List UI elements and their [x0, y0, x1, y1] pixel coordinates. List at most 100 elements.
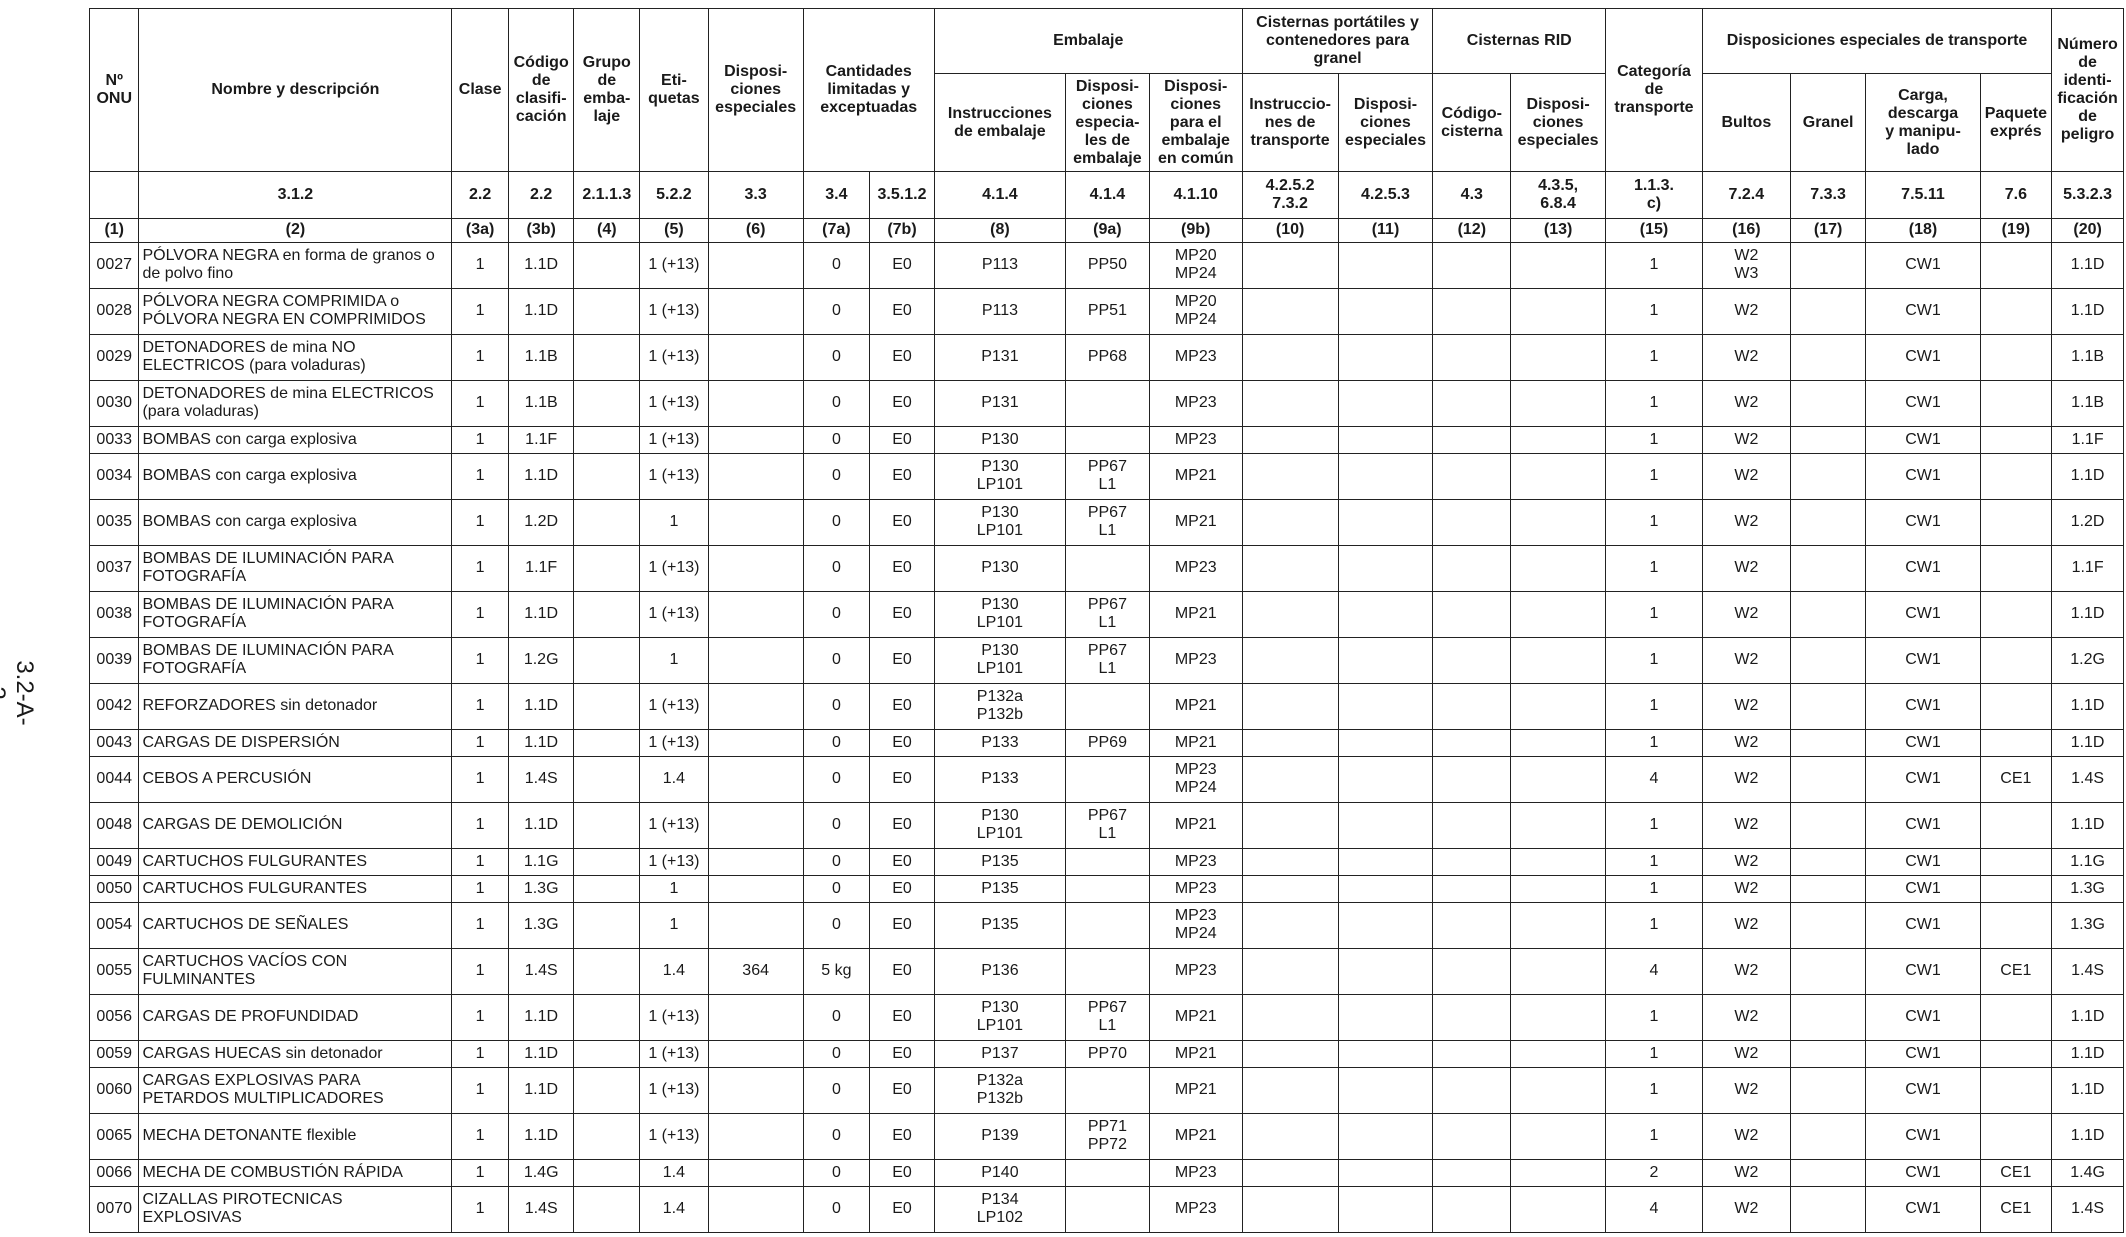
table-cell [1789, 636, 1867, 684]
table-cell: CW1 [1865, 1158, 1981, 1187]
table-cell [1510, 452, 1607, 500]
header-categoria: Categoría de transporte [1605, 8, 1703, 172]
table-cell: P133 [933, 728, 1067, 757]
table-cell: MP23 [1148, 425, 1243, 454]
table-cell: P140 [933, 1158, 1067, 1187]
table-cell: 0038 [88, 590, 140, 638]
table-cell [1241, 1112, 1339, 1160]
table-cell: 1 [1605, 874, 1703, 903]
table-cell: CARTUCHOS FULGURANTES [138, 874, 453, 903]
table-cell [1337, 333, 1434, 381]
table-cell: 1.1F [507, 425, 575, 454]
table-cell: 1.4S [2051, 755, 2124, 803]
table-cell: (3a) [451, 217, 509, 244]
table-cell: MP21 [1148, 498, 1243, 546]
table-cell: 0042 [88, 682, 140, 730]
table-cell: 0 [802, 801, 871, 849]
table-cell [88, 171, 140, 219]
table-cell: E0 [869, 1112, 935, 1160]
table-cell [1241, 874, 1339, 903]
table-cell: P130 LP101 [933, 636, 1067, 684]
table-row: 0056 CARGAS DE PROFUNDIDAD 1 1.1D 1 (+13) 0 E0… [88, 993, 2124, 1041]
table-cell: 1 (+13) [639, 993, 709, 1041]
table-cell: E0 [869, 242, 935, 289]
table-cell: CW1 [1865, 333, 1981, 381]
table-cell: (5) [639, 217, 709, 244]
table-cell: 7.2.4 [1701, 171, 1791, 219]
table-cell: P130 LP101 [933, 498, 1067, 546]
table-cell: (7b) [869, 217, 935, 244]
table-cell: E0 [869, 287, 935, 335]
table-cell: 4.2.5.2 7.3.2 [1241, 171, 1339, 219]
table-cell [1065, 1066, 1150, 1114]
table-cell: 1 [451, 1158, 509, 1187]
table-cell: 0054 [88, 901, 140, 949]
table-cell: (10) [1241, 217, 1339, 244]
table-cell: 0055 [88, 947, 140, 995]
table-cell [1241, 1039, 1339, 1068]
table-cell: E0 [869, 947, 935, 995]
table-cell [1789, 379, 1867, 427]
table-cell [1337, 498, 1434, 546]
table-cell: CW1 [1865, 801, 1981, 849]
table-cell [1979, 993, 2053, 1041]
table-cell [1241, 287, 1339, 335]
table-cell: CARGAS DE DEMOLICIÓN [138, 801, 453, 849]
table-cell [1241, 947, 1339, 995]
table-cell: 1 [1605, 728, 1703, 757]
table-cell: 1.1B [2051, 379, 2124, 427]
table-row: 0044 CEBOS A PERCUSIÓN 1 1.4S 1.4 0 E0 P133 MP23… [88, 755, 2124, 803]
header-disposiciones-transporte: Disposiciones especiales de transporte [1701, 8, 2053, 74]
table-cell: 1.1D [2051, 452, 2124, 500]
table-cell: W2 [1701, 452, 1791, 500]
table-cell: 3.4 [802, 171, 871, 219]
table-cell: 1 (+13) [639, 333, 709, 381]
table-cell: (7a) [802, 217, 871, 244]
table-cell: 1 [451, 1185, 509, 1234]
table-cell: 4.2.5.3 [1337, 171, 1434, 219]
table-cell: 1 [451, 452, 509, 500]
table-cell: E0 [869, 682, 935, 730]
table-cell: W2 [1701, 728, 1791, 757]
table-cell [1241, 755, 1339, 803]
table-cell [1789, 498, 1867, 546]
table-row: 0060 CARGAS EXPLOSIVAS PARA PETARDOS MULT… [88, 1066, 2124, 1114]
table-row: 0033 BOMBAS con carga explosiva 1 1.1F 1 (+1… [88, 425, 2124, 454]
table-cell [1432, 847, 1512, 876]
table-cell [1337, 636, 1434, 684]
table-cell: 1.1D [507, 1112, 575, 1160]
table-cell [1337, 452, 1434, 500]
table-cell: 0 [802, 452, 871, 500]
table-cell [1337, 287, 1434, 335]
table-cell: MP21 [1148, 801, 1243, 849]
table-cell: (16) [1701, 217, 1791, 244]
header-row-2: Instrucciones de embalaje Disposi- cione… [90, 73, 2124, 172]
table-cell: W2 [1701, 847, 1791, 876]
table-cell [1241, 379, 1339, 427]
table-cell: 0 [802, 1185, 871, 1234]
table-cell: 1 [1605, 590, 1703, 638]
table-row: 0038 BOMBAS DE ILUMINACIÓN PARA FOTOGRAFÍ… [88, 590, 2124, 638]
table-cell: 0039 [88, 636, 140, 684]
table-cell [1510, 682, 1607, 730]
table-cell: W2 [1701, 755, 1791, 803]
table-cell: CARGAS EXPLOSIVAS PARA PETARDOS MULTIPLI… [138, 1066, 453, 1114]
table-cell [1510, 242, 1607, 289]
table-cell: MP23 [1148, 847, 1243, 876]
table-cell: CW1 [1865, 874, 1981, 903]
table-cell: CW1 [1865, 636, 1981, 684]
table-cell: E0 [869, 425, 935, 454]
table-cell [1337, 242, 1434, 289]
table-cell [1510, 379, 1607, 427]
header-cisternas-rid: Cisternas RID [1432, 8, 1607, 74]
table-cell: 0048 [88, 801, 140, 849]
table-cell [1510, 947, 1607, 995]
table-cell [1337, 901, 1434, 949]
table-cell: 2.2 [507, 171, 575, 219]
table-cell [1789, 452, 1867, 500]
table-cell [1065, 682, 1150, 730]
table-cell: MP21 [1148, 452, 1243, 500]
table-cell: 5.3.2.3 [2051, 171, 2124, 219]
table-cell: 0070 [88, 1185, 140, 1234]
table-cell: MP21 [1148, 993, 1243, 1041]
